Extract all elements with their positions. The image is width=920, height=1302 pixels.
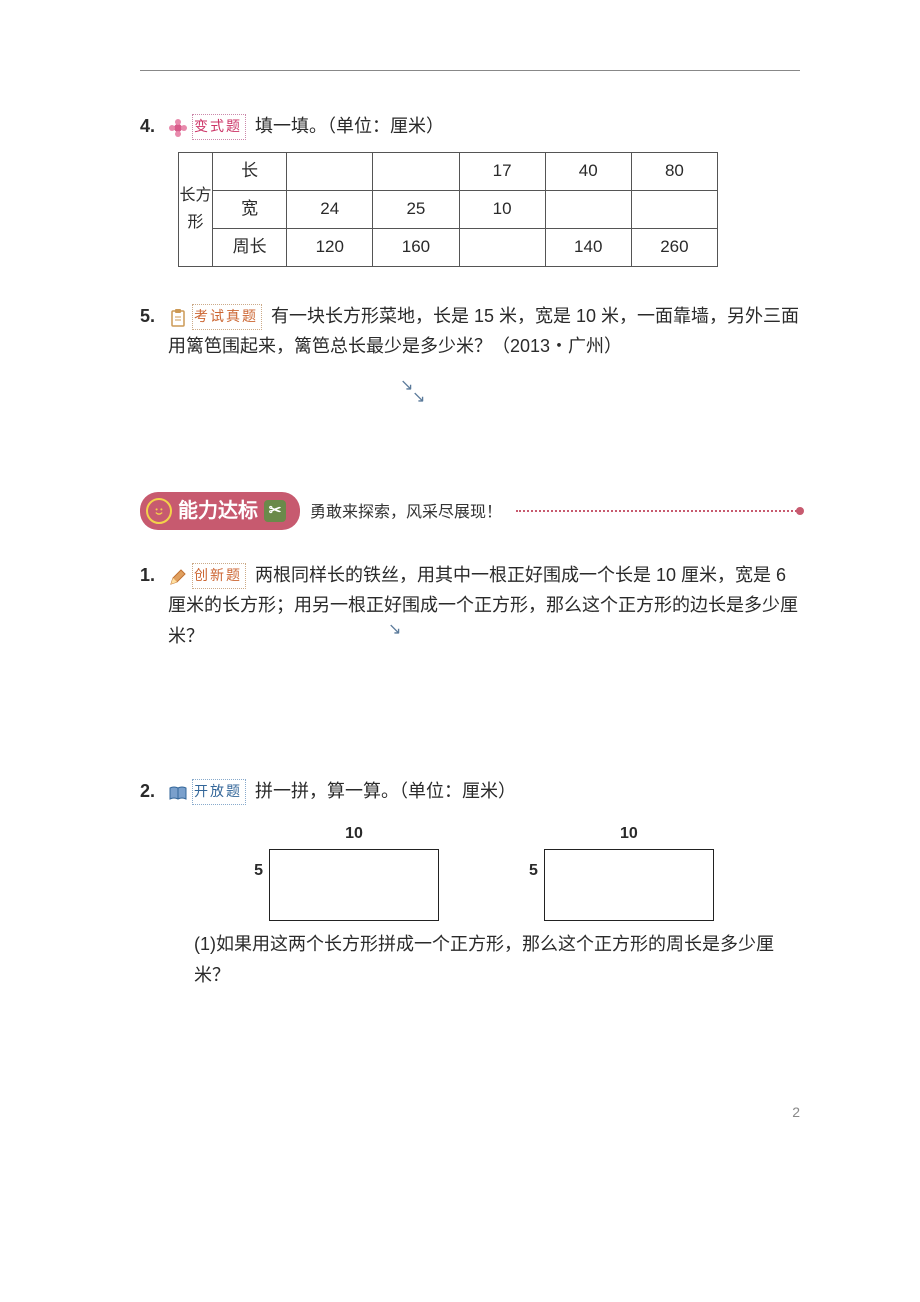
flower-icon [168, 117, 188, 137]
a2-sub1-num: (1) [194, 934, 216, 954]
question-4: 4. 变式题 填一填。（单位：厘米） 长方形 长 17 40 80 宽 24 2… [140, 111, 800, 267]
banner-dotline [516, 510, 800, 512]
q4-row-长: 长 [213, 152, 287, 190]
a2-stem: 拼一拼，算一算。（单位：厘米） [255, 781, 516, 801]
rect-width-label: 10 [620, 820, 638, 847]
q4-cell: 17 [459, 152, 545, 190]
clipboard-icon [168, 307, 188, 327]
stray-mark-icon: ↘ [388, 616, 401, 643]
rectangle-shape [269, 849, 439, 921]
rect-right: 5 10 [529, 820, 714, 921]
q4-table: 长方形 长 17 40 80 宽 24 25 10 周长 120 160 [178, 152, 718, 267]
q4-cell: 160 [373, 228, 459, 266]
q4-stem: 填一填。（单位：厘米） [255, 116, 444, 136]
q4-group-label: 长方形 [179, 152, 213, 266]
two-rectangles-figure: 5 10 5 10 [168, 820, 800, 921]
variation-tag: 变式题 [168, 114, 246, 140]
a2-number: 2. [140, 776, 168, 807]
q4-cell: 24 [287, 190, 373, 228]
q4-cell: 260 [631, 228, 717, 266]
q4-row-周长: 周长 [213, 228, 287, 266]
q4-cell [287, 152, 373, 190]
open-tag: 开放题 [168, 779, 246, 805]
page-number: 2 [140, 1101, 800, 1125]
open-tag-label: 开放题 [192, 779, 246, 805]
q4-cell [373, 152, 459, 190]
q4-cell: 10 [459, 190, 545, 228]
q4-row-宽: 宽 [213, 190, 287, 228]
q4-cell: 40 [545, 152, 631, 190]
q4-cell [459, 228, 545, 266]
book-icon [168, 782, 188, 802]
rect-left: 5 10 [254, 820, 439, 921]
banner-title: 能力达标 [178, 494, 258, 528]
smile-icon [146, 498, 172, 524]
scissor-icon: ✂ [264, 500, 286, 522]
q4-cell [545, 190, 631, 228]
question-5: 5. 考试真题 有一块长方形菜地，长是 15 米，宽是 10 米，一面靠墙，另外… [140, 301, 800, 362]
innovation-tag-label: 创新题 [192, 563, 246, 589]
rect-height-label: 5 [254, 857, 263, 884]
q4-cell [631, 190, 717, 228]
q4-cell: 25 [373, 190, 459, 228]
exam-tag: 考试真题 [168, 304, 262, 330]
q4-cell: 140 [545, 228, 631, 266]
q4-cell: 80 [631, 152, 717, 190]
ability-section-banner: 能力达标 ✂ 勇敢来探索，风采尽展现！ [140, 492, 800, 530]
pencil-icon [168, 566, 188, 586]
a1-number: 1. [140, 560, 168, 591]
stray-mark-icon: ↘ [412, 384, 425, 411]
q5-number: 5. [140, 301, 168, 332]
top-rule [140, 70, 800, 71]
innovation-tag: 创新题 [168, 563, 246, 589]
q4-cell: 120 [287, 228, 373, 266]
ability-q2: 2. 开放题 拼一拼，算一算。（单位：厘米） 5 10 5 10 [140, 776, 800, 991]
q5-stem: 有一块长方形菜地，长是 15 米，宽是 10 米，一面靠墙，另外三面用篱笆围起来… [168, 306, 799, 357]
ability-q1: 1. 创新题 两根同样长的铁丝，用其中一根正好围成一个长是 10 厘米，宽是 6… [140, 560, 800, 652]
rect-height-label: 5 [529, 857, 538, 884]
variation-tag-label: 变式题 [192, 114, 246, 140]
q4-number: 4. [140, 111, 168, 142]
banner-subtitle: 勇敢来探索，风采尽展现！ [310, 499, 502, 526]
a2-sub1: (1)如果用这两个长方形拼成一个正方形，那么这个正方形的周长是多少厘米？ [194, 929, 800, 990]
banner-pill: 能力达标 ✂ [140, 492, 300, 530]
rectangle-shape [544, 849, 714, 921]
rect-width-label: 10 [345, 820, 363, 847]
exam-tag-label: 考试真题 [192, 304, 262, 330]
a2-sub1-text: 如果用这两个长方形拼成一个正方形，那么这个正方形的周长是多少厘米？ [194, 934, 774, 985]
a1-stem: 两根同样长的铁丝，用其中一根正好围成一个长是 10 厘米，宽是 6 厘米的长方形… [168, 565, 798, 646]
